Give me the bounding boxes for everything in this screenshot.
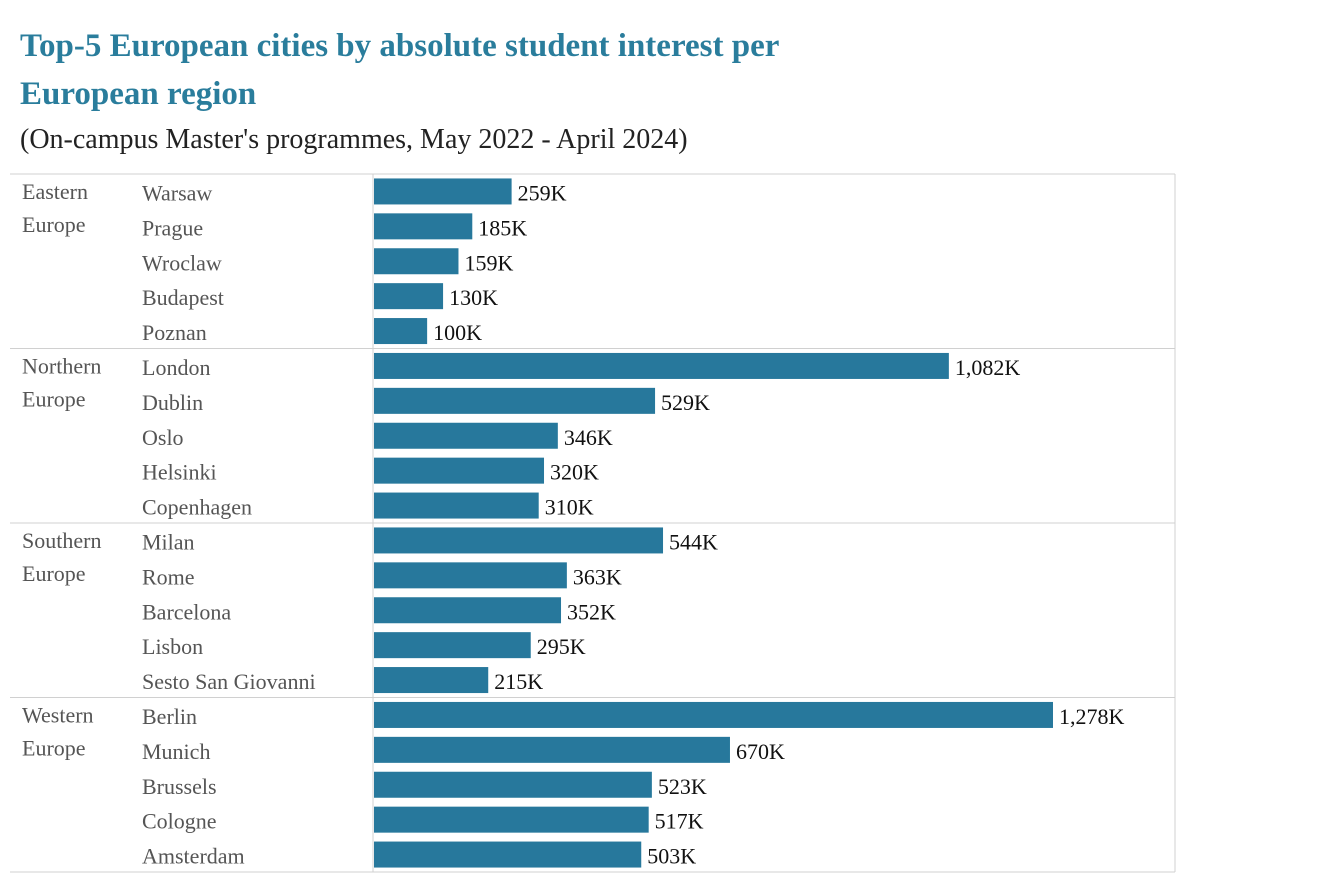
city-label: Helsinki [142,460,217,485]
bar [374,283,444,310]
bar [374,806,649,833]
bar [374,457,545,484]
value-label: 185K [478,215,527,240]
city-label: Copenhagen [142,495,252,520]
value-label: 100K [433,320,482,345]
value-label: 670K [736,739,785,764]
value-label: 130K [449,285,498,310]
bar [374,597,562,624]
value-label: 529K [661,390,710,415]
value-label: 352K [567,599,616,624]
city-label: Budapest [142,285,224,310]
city-label: Brussels [142,774,217,799]
bar [374,736,730,763]
city-label: Berlin [142,704,197,729]
value-label: 363K [573,564,622,589]
bar [374,318,428,345]
value-label: 523K [658,774,707,799]
bar [374,667,489,694]
city-label: Munich [142,739,210,764]
bar [374,632,531,659]
region-label: Eastern [22,179,88,204]
region-label: Western [22,703,94,728]
bar [374,178,512,205]
bar [374,387,656,414]
city-label: Dublin [142,390,203,415]
value-label: 517K [655,809,704,834]
value-label: 259K [518,180,567,205]
city-label: Amsterdam [142,844,245,869]
city-label: Milan [142,529,195,554]
bar [374,771,652,798]
city-label: Rome [142,564,195,589]
value-label: 215K [494,669,543,694]
value-label: 159K [464,250,513,275]
bar [374,527,664,554]
city-label: Warsaw [142,180,212,205]
bar [374,701,1053,728]
bar [374,422,558,449]
bar [374,492,539,519]
value-label: 295K [537,634,586,659]
value-label: 310K [545,495,594,520]
region-label: Europe [22,212,86,237]
region-label: Northern [22,354,101,379]
city-label: Cologne [142,809,217,834]
bar [374,841,642,868]
region-label: Southern [22,528,101,553]
bar [374,213,473,240]
value-label: 503K [647,844,696,869]
chart-title: Top-5 European cities by absolute studen… [20,28,779,112]
bar [374,562,567,589]
value-label: 1,278K [1059,704,1125,729]
region-label: Europe [22,561,86,586]
city-label: Sesto San Giovanni [142,669,316,694]
city-label: Barcelona [142,599,231,624]
value-label: 346K [564,425,613,450]
value-label: 320K [550,460,599,485]
city-label: Wroclaw [142,250,222,275]
bar [374,352,949,379]
bar [374,248,459,275]
city-label: Poznan [142,320,207,345]
city-label: Prague [142,215,203,240]
value-label: 1,082K [955,355,1021,380]
region-label: Europe [22,387,86,412]
value-label: 544K [669,529,718,554]
region-label: Europe [22,736,86,761]
city-label: London [142,355,210,380]
chart-subtitle: (On-campus Master's programmes, May 2022… [20,124,688,155]
city-label: Lisbon [142,634,203,659]
city-label: Oslo [142,425,184,450]
